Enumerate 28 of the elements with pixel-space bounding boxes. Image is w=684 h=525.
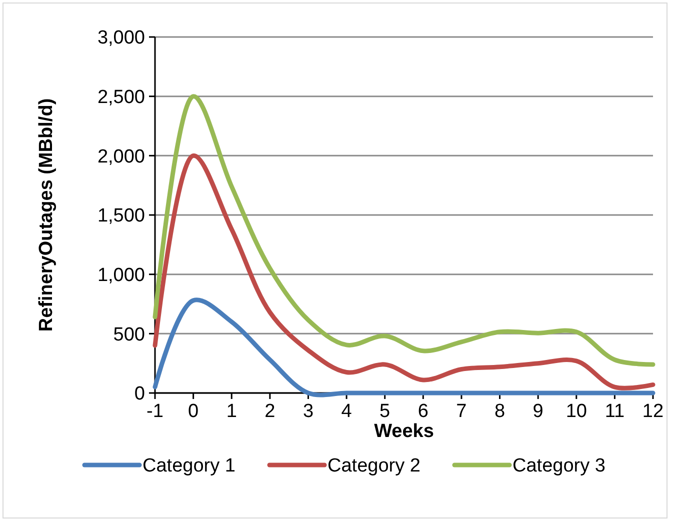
x-tick-label: -1 xyxy=(146,401,164,422)
y-tick-label: 3,000 xyxy=(97,28,145,49)
y-tick-label: 0 xyxy=(134,384,145,405)
y-tick-label: 1,000 xyxy=(97,264,145,286)
line-series xyxy=(152,94,656,367)
legend-label: Category 3 xyxy=(512,456,606,477)
y-tick-label: 500 xyxy=(113,324,145,346)
x-tick-label: 3 xyxy=(302,401,314,422)
x-tick-label: 5 xyxy=(380,401,390,422)
x-tick-label: 8 xyxy=(494,401,506,422)
x-tick-label: 10 xyxy=(566,401,587,422)
y-tick-label: 2,500 xyxy=(97,86,145,108)
x-tick-label: 0 xyxy=(188,401,199,422)
legend-label: Category 1 xyxy=(142,456,236,477)
y-axis-title: RefineryOutages (MBbl/d) xyxy=(36,98,57,332)
x-tick-label: 12 xyxy=(642,401,664,422)
x-tick-label: 6 xyxy=(418,401,428,422)
x-tick-label: 2 xyxy=(264,401,276,422)
x-tick-label: 9 xyxy=(532,401,544,422)
x-axis-title: Weeks xyxy=(374,421,434,442)
y-tick-label: 1,500 xyxy=(97,206,145,227)
x-tick-label: 4 xyxy=(341,401,352,422)
x-tick-label: 1 xyxy=(226,401,237,422)
legend-label: Category 2 xyxy=(328,456,420,477)
y-tick-label: 2,000 xyxy=(97,146,145,168)
line-series xyxy=(152,153,656,390)
x-tick-label: 11 xyxy=(604,401,625,422)
x-tick-label: 7 xyxy=(456,401,467,422)
